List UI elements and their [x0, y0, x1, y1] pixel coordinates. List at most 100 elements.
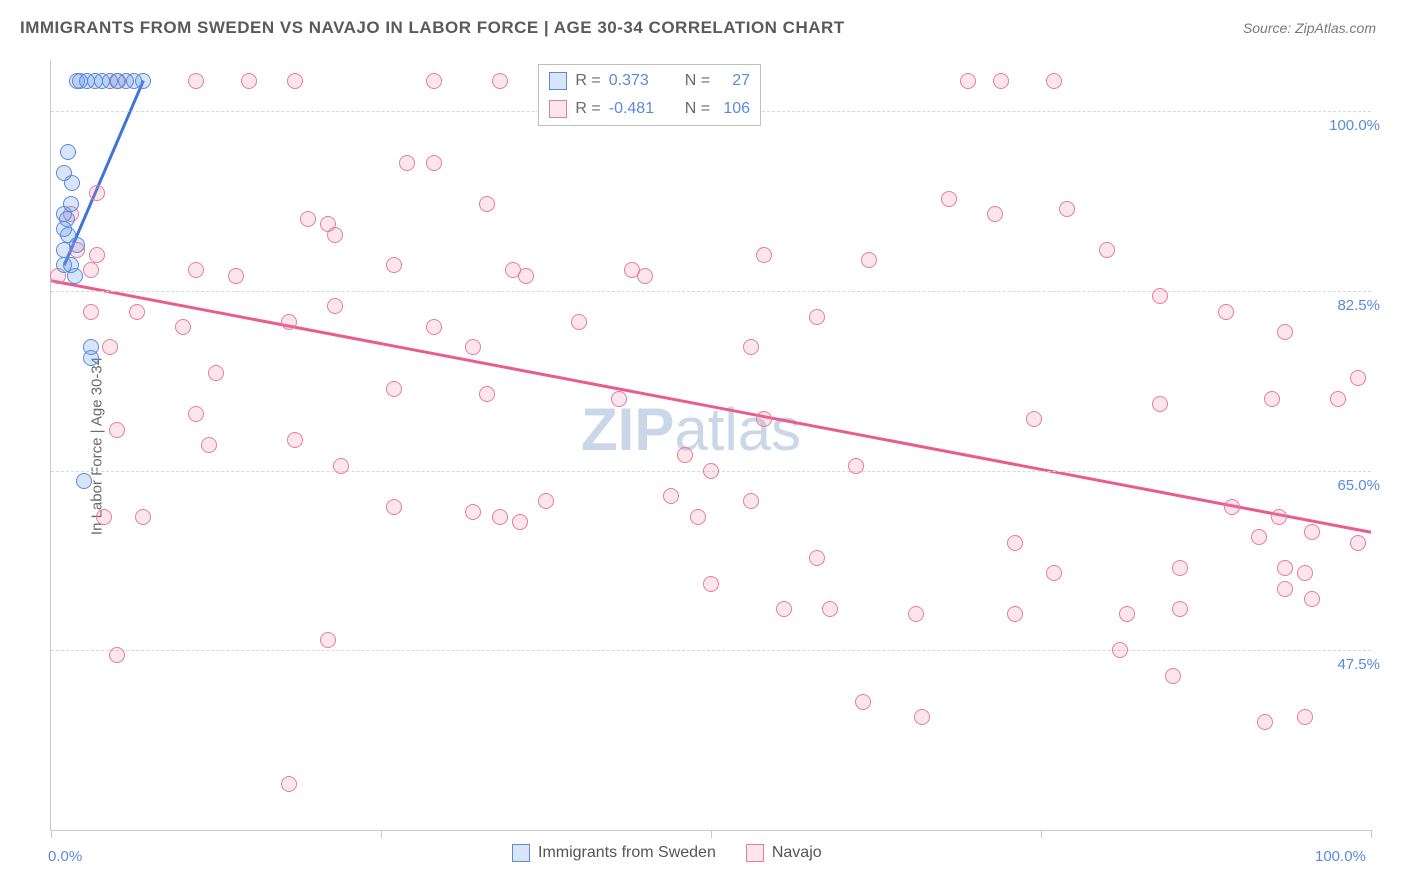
scatter-point-series2 [1172, 560, 1188, 576]
scatter-point-series2 [1304, 524, 1320, 540]
scatter-point-series2 [1350, 535, 1366, 551]
scatter-point-series2 [492, 509, 508, 525]
scatter-point-series2 [188, 262, 204, 278]
watermark-bold: ZIP [581, 396, 674, 463]
r-label: R = [575, 95, 600, 123]
scatter-point-series1 [72, 73, 88, 89]
scatter-point-series2 [677, 447, 693, 463]
r-value-series1: 0.373 [609, 67, 661, 95]
scatter-point-series2 [465, 504, 481, 520]
scatter-point-series2 [479, 386, 495, 402]
x-tick [711, 830, 712, 838]
scatter-point-series2 [1152, 396, 1168, 412]
scatter-point-series2 [1297, 565, 1313, 581]
legend-item-series1: Immigrants from Sweden [512, 844, 716, 862]
scatter-point-series2 [492, 73, 508, 89]
scatter-point-series2 [1350, 370, 1366, 386]
scatter-point-series2 [287, 432, 303, 448]
scatter-point-series2 [287, 73, 303, 89]
scatter-point-series2 [1046, 73, 1062, 89]
scatter-point-series2 [908, 606, 924, 622]
scatter-point-series2 [1271, 509, 1287, 525]
scatter-point-series2 [809, 309, 825, 325]
trend-line [51, 281, 1371, 533]
stats-row-series2: R = -0.481 N = 106 [549, 95, 750, 123]
scatter-point-series2 [135, 509, 151, 525]
scatter-point-series2 [426, 73, 442, 89]
scatter-point-series2 [320, 632, 336, 648]
scatter-point-series2 [1251, 529, 1267, 545]
scatter-point-series2 [426, 155, 442, 171]
scatter-point-series2 [1297, 709, 1313, 725]
scatter-point-series2 [848, 458, 864, 474]
y-tick-label: 65.0% [1310, 477, 1380, 494]
scatter-point-series2 [208, 365, 224, 381]
scatter-point-series2 [1330, 391, 1346, 407]
legend-label-series1: Immigrants from Sweden [538, 844, 716, 862]
scatter-point-series2 [1218, 304, 1234, 320]
x-tick-label-right: 100.0% [1315, 848, 1366, 865]
y-tick-label: 100.0% [1310, 117, 1380, 134]
swatch-series1 [512, 844, 530, 862]
scatter-point-series1 [83, 350, 99, 366]
plot-area: ZIPatlas [50, 60, 1371, 831]
y-tick-label: 82.5% [1310, 297, 1380, 314]
scatter-point-series2 [1257, 714, 1273, 730]
x-tick [381, 830, 382, 838]
n-label: N = [685, 95, 710, 123]
scatter-point-series2 [327, 298, 343, 314]
scatter-point-series2 [1119, 606, 1135, 622]
scatter-point-series2 [386, 499, 402, 515]
scatter-point-series2 [281, 314, 297, 330]
stats-legend-box: R = 0.373 N = 27 R = -0.481 N = 106 [538, 64, 761, 126]
source-label: Source: ZipAtlas.com [1243, 20, 1376, 36]
scatter-point-series2 [188, 406, 204, 422]
scatter-point-series2 [571, 314, 587, 330]
n-value-series2: 106 [718, 95, 750, 123]
x-tick [1041, 830, 1042, 838]
scatter-point-series2 [1224, 499, 1240, 515]
scatter-point-series2 [1277, 560, 1293, 576]
scatter-point-series2 [690, 509, 706, 525]
n-value-series1: 27 [718, 67, 750, 95]
scatter-point-series2 [822, 601, 838, 617]
scatter-point-series2 [743, 493, 759, 509]
scatter-point-series2 [1304, 591, 1320, 607]
r-value-series2: -0.481 [609, 95, 661, 123]
scatter-point-series2 [1152, 288, 1168, 304]
scatter-point-series2 [941, 191, 957, 207]
scatter-point-series2 [663, 488, 679, 504]
scatter-point-series2 [188, 73, 204, 89]
swatch-series2 [746, 844, 764, 862]
trend-lines-layer [51, 60, 1371, 830]
scatter-point-series2 [1277, 581, 1293, 597]
gridline-h [51, 650, 1371, 651]
scatter-point-series2 [1007, 535, 1023, 551]
stats-row-series1: R = 0.373 N = 27 [549, 67, 750, 95]
scatter-point-series2 [333, 458, 349, 474]
scatter-point-series2 [426, 319, 442, 335]
legend-item-series2: Navajo [746, 844, 822, 862]
scatter-point-series1 [126, 73, 142, 89]
scatter-point-series1 [60, 144, 76, 160]
scatter-point-series2 [109, 647, 125, 663]
scatter-point-series2 [129, 304, 145, 320]
swatch-series2 [549, 100, 567, 118]
bottom-legend: Immigrants from Sweden Navajo [512, 844, 822, 862]
scatter-point-series2 [300, 211, 316, 227]
scatter-point-series1 [76, 473, 92, 489]
scatter-point-series2 [1026, 411, 1042, 427]
scatter-point-series2 [89, 185, 105, 201]
scatter-point-series2 [1264, 391, 1280, 407]
scatter-point-series1 [56, 165, 72, 181]
x-tick [1371, 830, 1372, 838]
scatter-point-series2 [861, 252, 877, 268]
scatter-point-series2 [386, 381, 402, 397]
x-tick-label-left: 0.0% [48, 848, 82, 865]
scatter-point-series2 [96, 509, 112, 525]
scatter-point-series2 [756, 411, 772, 427]
scatter-point-series2 [1099, 242, 1115, 258]
scatter-point-series2 [1059, 201, 1075, 217]
scatter-point-series2 [281, 776, 297, 792]
scatter-point-series2 [637, 268, 653, 284]
